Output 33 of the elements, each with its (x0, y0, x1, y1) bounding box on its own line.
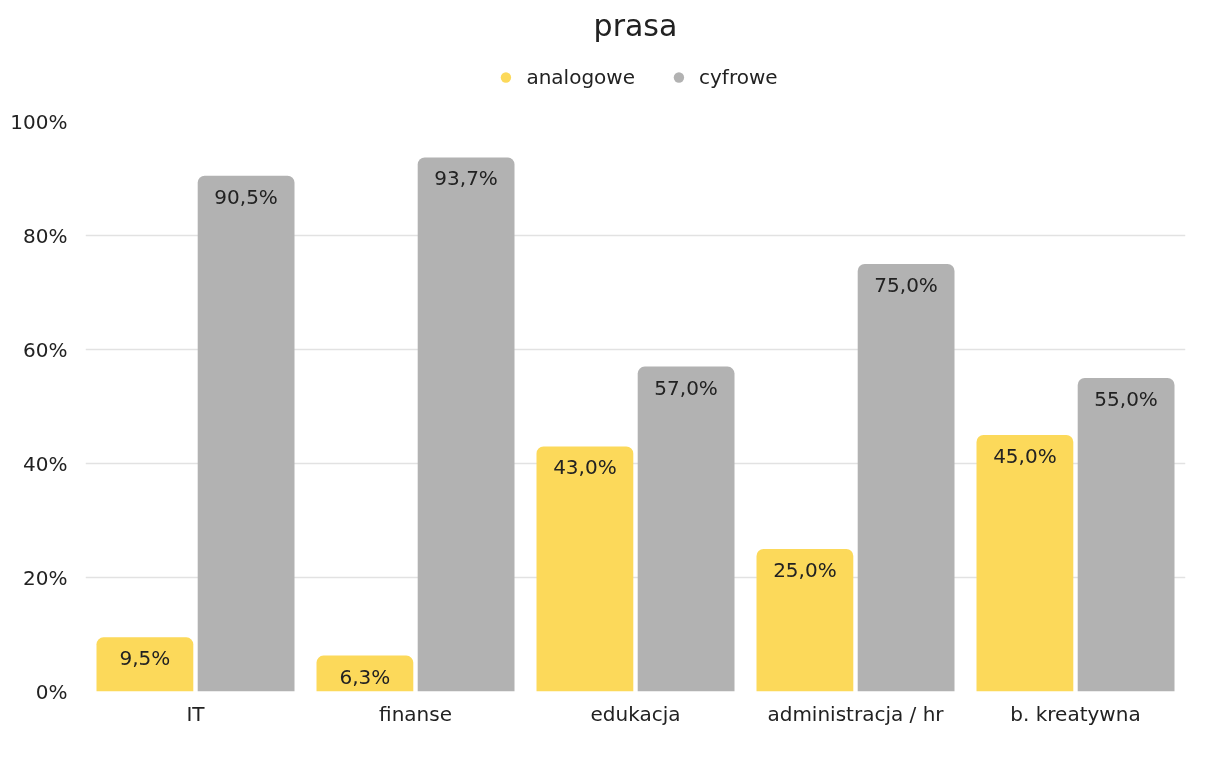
legend-label: analogowe (526, 65, 636, 89)
data-label: 57,0% (654, 375, 718, 400)
bar (536, 446, 634, 692)
data-label: 55,0% (1094, 387, 1158, 411)
bar (857, 264, 955, 692)
data-label: 43,0% (553, 455, 617, 480)
bar (417, 157, 515, 692)
y-tick-label: 0% (35, 679, 68, 704)
data-label: 75,0% (874, 273, 938, 297)
bar (976, 435, 1074, 692)
y-tick-label: 20% (23, 565, 68, 590)
data-label: 9,5% (119, 646, 171, 671)
bar (197, 175, 295, 692)
y-tick-label: 40% (23, 451, 68, 476)
data-label: 90,5% (214, 184, 278, 209)
x-tick-label: administracja / hr (767, 701, 945, 726)
data-label: 93,7% (434, 166, 498, 191)
y-tick-label: 100% (10, 109, 68, 134)
bar (1077, 378, 1175, 692)
y-tick-label: 60% (23, 337, 68, 362)
bar (637, 366, 735, 692)
legend-label: cyfrowe (699, 65, 778, 89)
x-tick-label: finanse (379, 701, 452, 726)
x-tick-label: b. kreatywna (1010, 701, 1141, 726)
data-label: 6,3% (339, 664, 391, 689)
x-tick-label: edukacja (590, 701, 681, 726)
bar (96, 637, 194, 692)
y-tick-label: 80% (23, 223, 68, 248)
x-tick-label: IT (186, 701, 206, 726)
data-label: 25,0% (773, 558, 837, 582)
chart-title: prasa (593, 7, 678, 43)
bar (756, 549, 854, 692)
data-label: 45,0% (993, 444, 1057, 468)
